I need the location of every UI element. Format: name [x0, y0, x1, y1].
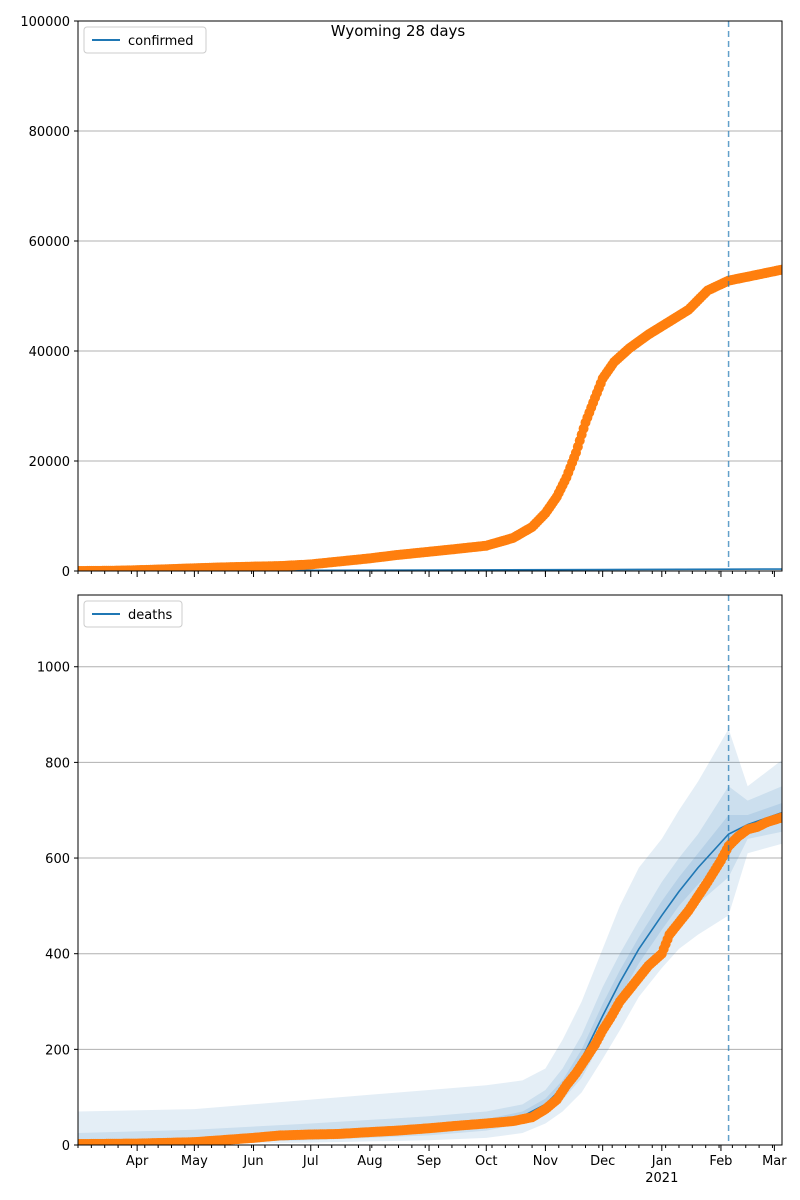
uncertainty-band [78, 728, 782, 1145]
y-tick-label: 1000 [37, 661, 70, 676]
x-tick-label: Jun [242, 1154, 263, 1169]
legend: deaths [83, 600, 183, 628]
x-tick-label: Mar [762, 1154, 787, 1169]
y-tick-label: 60000 [29, 235, 70, 250]
deaths-chart: 0 200 400 600 800 1000 Apr May Jun Jul Aug Sep Oct No… [37, 594, 787, 1186]
uncertainty-band [78, 786, 782, 1145]
chart-title: Wyoming 28 days [331, 22, 466, 40]
legend-box [83, 600, 183, 628]
legend: confirmed [83, 26, 207, 54]
x-tick-label: Aug [357, 1154, 382, 1169]
x-tick-label: Apr [126, 1154, 149, 1169]
x-year-label: 2021 [645, 1171, 678, 1186]
uncertainty-band [78, 803, 782, 1145]
y-tick-label: 20000 [29, 455, 70, 470]
y-tick-label: 0 [62, 1139, 70, 1154]
observed-point [777, 264, 782, 275]
y-tick-label: 400 [45, 948, 70, 963]
x-tick-label: Dec [590, 1154, 615, 1169]
plot-area [78, 21, 782, 571]
x-tick-label: Jul [302, 1154, 319, 1169]
y-tick-label: 200 [45, 1043, 70, 1058]
observed-point [777, 812, 782, 823]
x-tick-label: Sep [417, 1154, 442, 1169]
y-tick-label: 40000 [29, 345, 70, 360]
y-tick-label: 80000 [29, 125, 70, 140]
x-tick-label: May [181, 1154, 208, 1169]
confirmed-chart: 0 20000 40000 60000 80000 100000 Wyoming 28 da… [20, 15, 783, 580]
x-tick-label: Feb [709, 1154, 732, 1169]
y-tick-label: 600 [45, 852, 70, 867]
y-tick-label: 100000 [20, 15, 70, 30]
y-tick-label: 800 [45, 756, 70, 771]
x-tick-label: Jan [651, 1154, 672, 1169]
legend-label: confirmed [128, 34, 194, 49]
x-tick-label: Oct [475, 1154, 497, 1169]
legend-box [83, 26, 207, 54]
axes-frame [77, 594, 783, 1146]
legend-label: deaths [128, 608, 173, 623]
x-tick-label: Nov [533, 1154, 559, 1169]
axes-frame [77, 20, 783, 572]
plot-area [78, 666, 782, 1145]
y-tick-label: 0 [62, 565, 70, 580]
